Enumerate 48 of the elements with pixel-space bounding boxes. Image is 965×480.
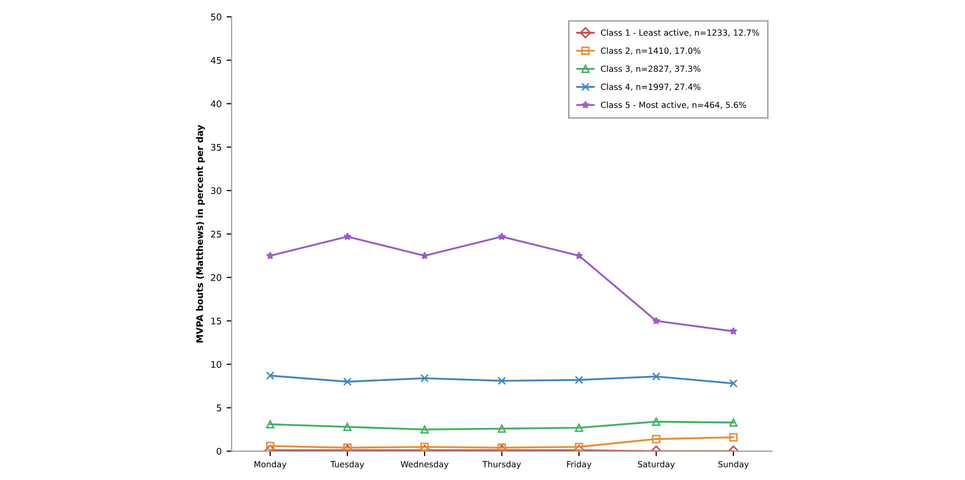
point <box>266 252 274 260</box>
point <box>652 434 660 444</box>
point <box>729 327 738 335</box>
point <box>574 424 584 432</box>
legend-label: Class 3, n=2827, 37.3% <box>600 65 700 73</box>
point <box>420 252 429 260</box>
y-axis-title: MVPA bouts (Matthews) in percent per day <box>196 124 205 342</box>
y-tick-label: 45 <box>210 57 222 64</box>
y-tick-label: 50 <box>211 14 222 20</box>
x-tick-label: Sunday <box>718 460 749 469</box>
legend-label: Class 1 - Least active, n=1233, 12.7% <box>600 29 760 37</box>
y-tick-label: 10 <box>211 361 222 368</box>
x-tick-label: Tuesday <box>330 460 364 469</box>
point <box>574 376 584 384</box>
legend-label: Class 5 - Most active, n=464, 5.6% <box>600 102 746 109</box>
point <box>343 422 352 432</box>
x-tick-label: Friday <box>567 460 592 469</box>
legend-label: Class 4, n=1997, 27.4% <box>600 83 700 91</box>
point <box>575 252 583 260</box>
y-tick-label: 0 <box>216 448 222 455</box>
point <box>266 371 274 380</box>
y-tick-label: 40 <box>210 100 222 108</box>
point <box>420 425 429 434</box>
y-tick-label: 30 <box>211 187 222 194</box>
point <box>652 372 660 381</box>
y-tick-label: 15 <box>211 318 222 324</box>
point <box>343 232 352 240</box>
point <box>729 433 738 442</box>
point <box>498 424 506 433</box>
point <box>498 376 506 385</box>
x-tick-label: Monday <box>254 460 286 469</box>
legend-label: Class 2, n=1410, 17.0% <box>600 47 700 55</box>
point <box>266 420 274 428</box>
point <box>652 316 660 324</box>
x-tick-label: Saturday <box>638 460 675 469</box>
x-tick-label: Thursday <box>482 460 521 469</box>
point <box>266 442 274 450</box>
x-tick-label: Wednesday <box>400 460 448 469</box>
point <box>420 374 429 382</box>
y-tick-label: 5 <box>216 404 222 412</box>
point <box>343 378 352 386</box>
y-tick-label: 35 <box>211 144 222 151</box>
y-tick-label: 20 <box>211 274 222 281</box>
point <box>498 232 506 240</box>
point <box>729 418 738 427</box>
point <box>729 379 738 388</box>
y-tick-label: 25 <box>211 230 222 238</box>
point <box>652 417 660 426</box>
